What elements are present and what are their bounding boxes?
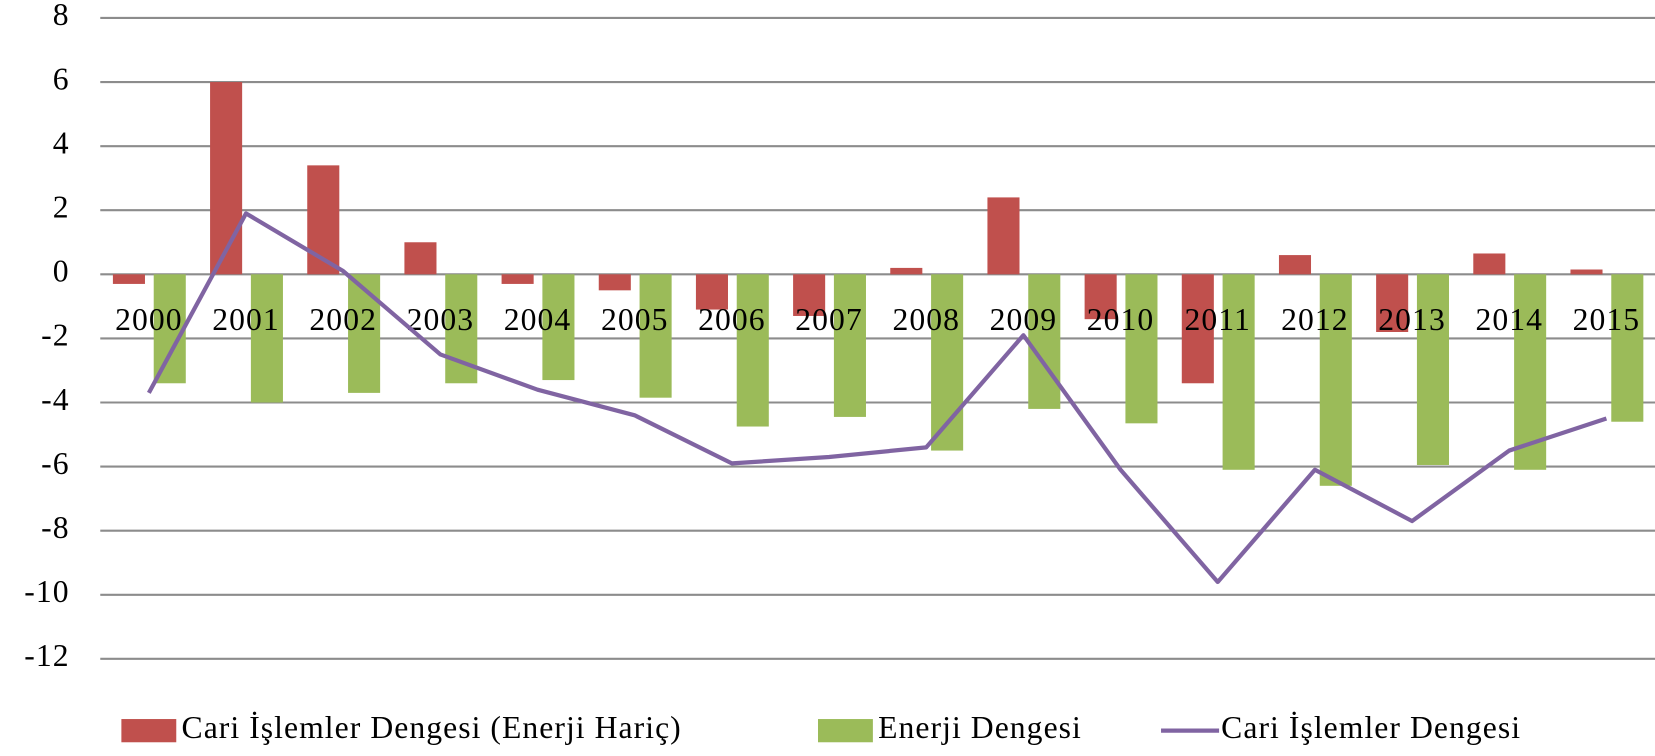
bar	[1319, 274, 1352, 486]
bar	[987, 197, 1020, 275]
bar	[501, 274, 534, 284]
x-tick-label: 2015	[1573, 302, 1641, 337]
y-tick-label: 0	[53, 254, 70, 289]
bar	[1278, 255, 1312, 275]
bar	[639, 274, 672, 398]
bar	[1570, 269, 1603, 275]
y-tick-label: 8	[53, 0, 70, 32]
bar	[1028, 274, 1061, 409]
bar	[1181, 274, 1214, 384]
legend-swatch	[121, 719, 177, 743]
y-tick-label: -4	[41, 382, 69, 417]
bar	[1084, 274, 1117, 320]
x-tick-label: 2006	[698, 302, 766, 337]
bar	[890, 267, 923, 275]
y-tick-label: -6	[41, 446, 69, 481]
bar	[250, 274, 283, 403]
x-tick-label: 2014	[1475, 302, 1543, 337]
line-series	[147, 211, 1608, 585]
bar	[695, 274, 728, 310]
x-tick-label: 2000	[115, 302, 183, 337]
y-tick-label: -8	[41, 510, 69, 545]
y-tick-label: 2	[53, 189, 70, 224]
x-tick-label: 2002	[309, 302, 377, 337]
x-tick-label: 2011	[1185, 302, 1251, 337]
x-tick-label: 2010	[1087, 302, 1155, 337]
legend-label: Cari İşlemler Dengesi (Enerji Hariç)	[182, 710, 682, 745]
bar	[1125, 274, 1158, 424]
bar	[1473, 253, 1506, 275]
bar	[210, 82, 243, 275]
legend-label: Enerji Dengesi	[878, 710, 1082, 745]
bar	[793, 274, 826, 316]
x-tick-label: 2004	[504, 302, 572, 337]
y-tick-label: 6	[53, 61, 70, 96]
bar	[307, 165, 340, 275]
bar	[1611, 274, 1644, 422]
y-tick-label: -10	[24, 574, 69, 609]
bar	[153, 274, 186, 384]
bar	[542, 274, 575, 381]
x-tick-label: 2001	[212, 302, 280, 337]
x-tick-label: 2003	[407, 302, 475, 337]
bar	[598, 274, 631, 291]
bar	[1222, 274, 1255, 470]
x-tick-label: 2005	[601, 302, 669, 337]
y-tick-label: -2	[41, 318, 69, 353]
y-tick-label: 4	[53, 125, 70, 160]
bar	[348, 274, 381, 393]
x-tick-label: 2012	[1281, 302, 1349, 337]
x-tick-label: 2007	[795, 302, 863, 337]
y-tick-label: -12	[24, 638, 69, 673]
x-tick-label: 2009	[990, 302, 1058, 337]
x-tick-label: 2013	[1378, 302, 1446, 337]
bar	[1376, 274, 1409, 332]
legend-swatch	[818, 719, 873, 743]
bar	[1514, 274, 1547, 470]
bar	[1416, 274, 1449, 465]
bar	[736, 274, 769, 427]
bar	[833, 274, 866, 417]
bar	[404, 242, 437, 275]
legend-label: Cari İşlemler Dengesi	[1221, 710, 1521, 745]
x-tick-label: 2008	[892, 302, 960, 337]
bar	[112, 274, 145, 284]
